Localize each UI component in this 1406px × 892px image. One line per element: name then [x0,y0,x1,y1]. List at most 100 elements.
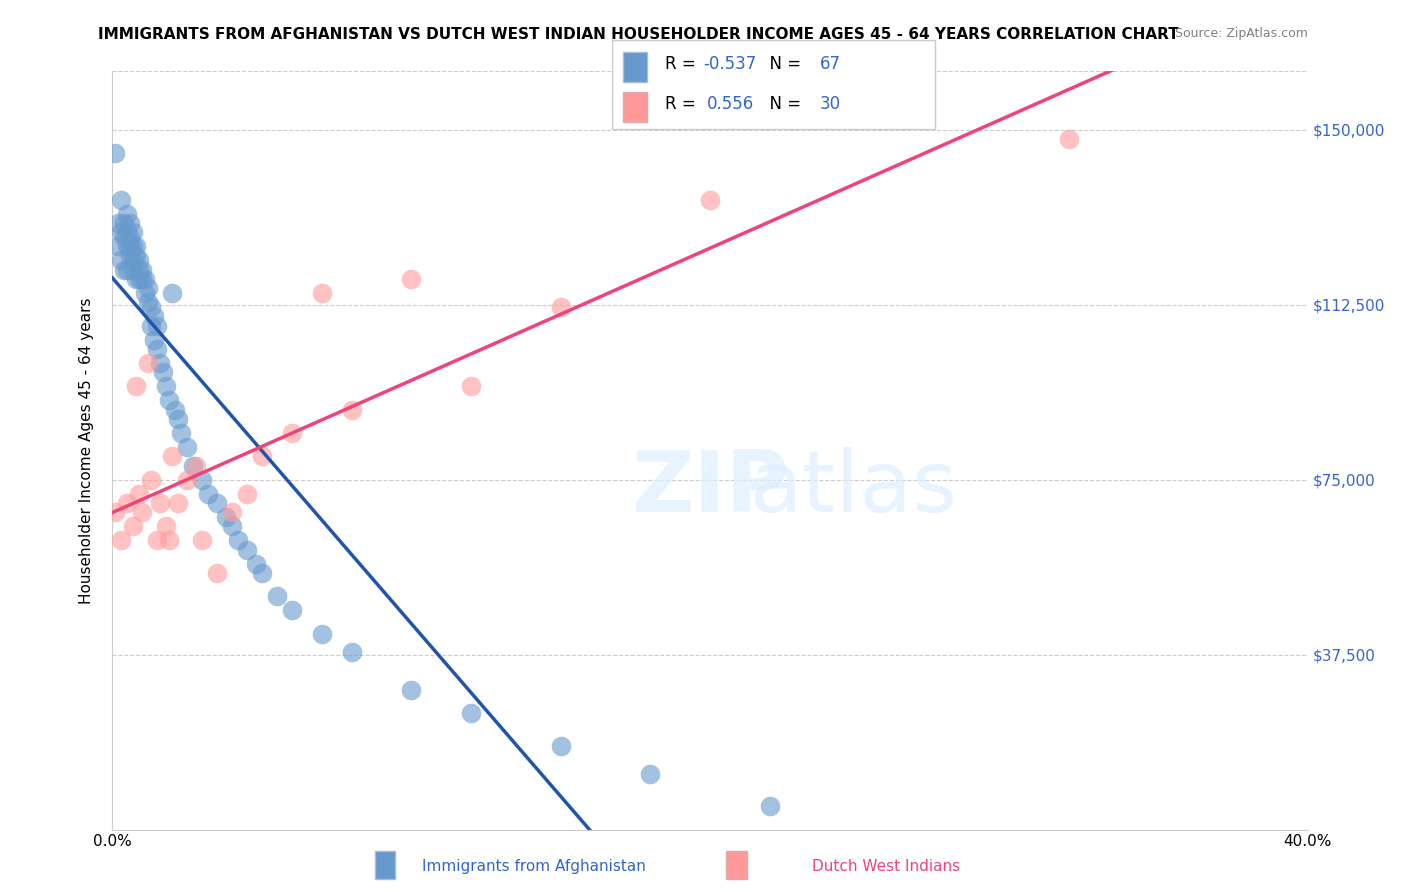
Text: 30: 30 [820,95,841,113]
Point [120,239,142,253]
Point [550,300,572,314]
Point [110,253,132,268]
Point [401,682,423,697]
Point [107,216,129,230]
Text: R =: R = [665,55,702,73]
Point [236,542,259,557]
Point [125,379,148,393]
Text: atlas: atlas [749,447,957,530]
Point [215,510,238,524]
Point [460,706,482,720]
Point [134,272,156,286]
Point [155,519,177,533]
Point [157,533,180,548]
Point [205,496,228,510]
Point [128,486,150,500]
Point [107,239,129,253]
Point [114,262,135,277]
Point [221,505,243,519]
Point [162,285,183,300]
Point [143,310,166,324]
Point [141,318,163,333]
Point [250,566,273,580]
Point [134,285,156,300]
Point [128,253,150,268]
Point [170,425,193,440]
Text: Dutch West Indians: Dutch West Indians [811,859,960,874]
Point [128,272,150,286]
Point [167,496,190,510]
Point [131,505,153,519]
Point [131,272,153,286]
Point [122,262,145,277]
Point [110,193,132,207]
Point [162,450,183,464]
Point [281,425,304,440]
Point [266,589,288,603]
Point [122,225,145,239]
Text: N =: N = [759,55,807,73]
Point [281,603,304,617]
Point [110,533,132,548]
Point [1057,132,1080,146]
Point [117,496,139,510]
Text: R =: R = [665,95,706,113]
Point [340,645,363,659]
Point [122,253,145,268]
Point [110,225,132,239]
Point [181,458,204,473]
Point [236,486,259,500]
Point [125,272,148,286]
Y-axis label: Householder Income Ages 45 - 64 years: Householder Income Ages 45 - 64 years [79,297,94,604]
Text: IMMIGRANTS FROM AFGHANISTAN VS DUTCH WEST INDIAN HOUSEHOLDER INCOME AGES 45 - 64: IMMIGRANTS FROM AFGHANISTAN VS DUTCH WES… [98,27,1180,42]
Point [640,766,662,780]
Point [401,272,423,286]
Point [131,262,153,277]
Point [176,473,198,487]
Point [138,281,160,295]
Point [245,557,267,571]
Point [759,799,782,814]
Point [141,300,163,314]
Point [125,239,148,253]
Point [157,393,180,408]
Point [155,379,177,393]
Point [125,249,148,263]
Point [122,239,145,253]
Point [120,230,142,244]
Point [120,216,142,230]
Point [226,533,249,548]
Point [128,262,150,277]
Point [191,533,214,548]
Point [146,342,169,356]
Point [152,365,174,379]
Point [149,496,172,510]
Point [191,473,214,487]
Point [117,225,139,239]
Text: -0.537: -0.537 [703,55,756,73]
Point [138,356,160,370]
Point [311,626,333,640]
Point [120,249,142,263]
Point [117,207,139,221]
Point [114,216,135,230]
Point [460,379,482,393]
Point [250,450,273,464]
Point [141,473,163,487]
Point [311,285,333,300]
Text: 0.556: 0.556 [707,95,755,113]
Point [205,566,228,580]
Point [197,486,219,500]
Point [122,519,145,533]
Point [117,262,139,277]
Text: ZIP: ZIP [631,447,789,530]
Point [550,739,572,753]
Point [167,412,190,426]
Point [340,402,363,417]
Point [221,519,243,533]
Text: N =: N = [759,95,807,113]
Point [114,230,135,244]
Point [117,239,139,253]
Point [104,146,127,161]
Point [186,458,208,473]
